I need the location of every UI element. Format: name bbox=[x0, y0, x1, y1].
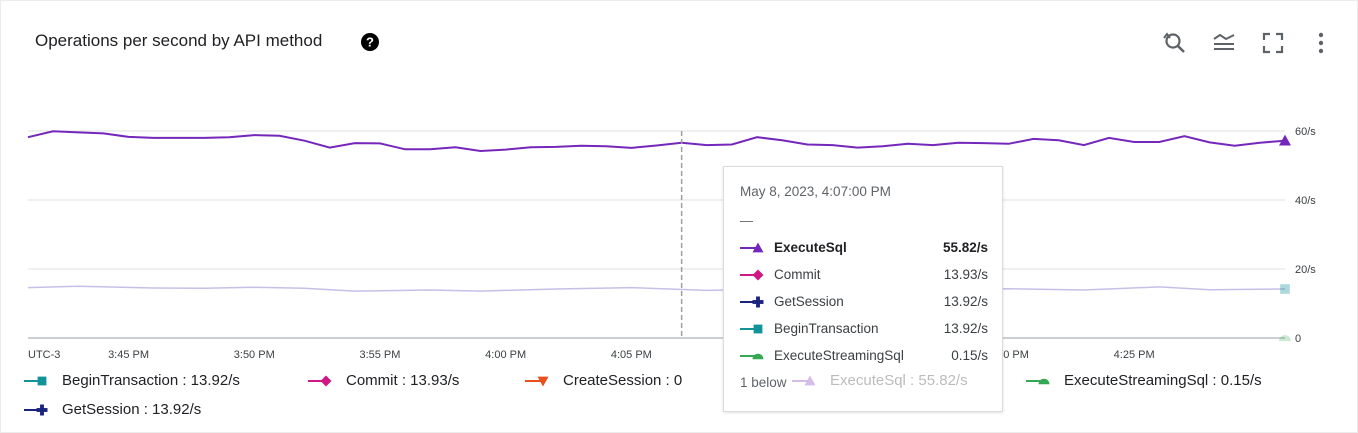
legend-label: ExecuteSql : 55.82/s bbox=[830, 372, 968, 389]
legend-label: ExecuteStreamingSql : 0.15/s bbox=[1064, 372, 1262, 389]
x-tick-label: 3:55 PM bbox=[359, 349, 400, 361]
tooltip-series-value: 55.82/s bbox=[942, 240, 988, 255]
legend-label: GetSession : 13.92/s bbox=[62, 401, 202, 418]
zoom-reset-icon[interactable] bbox=[1162, 30, 1188, 56]
svg-text:?: ? bbox=[366, 35, 374, 50]
x-tick-label: 3:45 PM bbox=[108, 349, 149, 361]
tooltip-series-name: GetSession bbox=[774, 294, 844, 309]
chart-title: Operations per second by API method bbox=[35, 31, 323, 50]
chart-tooltip: May 8, 2023, 4:07:00 PM — ExecuteSql 55.8… bbox=[723, 166, 1003, 412]
series-line-begintransaction[interactable] bbox=[27, 285, 1286, 292]
tooltip-series-value: 13.92/s bbox=[943, 294, 988, 309]
tooltip-series-value: 13.92/s bbox=[943, 321, 988, 336]
legend-label: Commit : 13.93/s bbox=[346, 372, 460, 389]
square-marker-icon bbox=[24, 376, 47, 386]
x-tick-label: 4:00 PM bbox=[485, 349, 526, 361]
tooltip-more-label: 1 below bbox=[740, 375, 787, 390]
y-tick-label: 20/s bbox=[1295, 264, 1316, 276]
fullscreen-icon[interactable] bbox=[1260, 30, 1286, 56]
plus-marker-icon bbox=[24, 404, 48, 416]
x-tick-label: 3:50 PM bbox=[234, 349, 275, 361]
help-circle-icon[interactable]: ? bbox=[361, 33, 379, 51]
plus-marker-icon bbox=[740, 296, 764, 308]
tooltip-row: BeginTransaction 13.92/s bbox=[738, 320, 988, 338]
half-circle-marker-icon bbox=[740, 353, 764, 360]
square-marker-icon bbox=[740, 324, 763, 334]
triangle-marker-icon bbox=[740, 242, 764, 253]
y-tick-label: 0 bbox=[1295, 333, 1301, 345]
tooltip-row: ExecuteStreamingSql 0.15/s bbox=[738, 347, 988, 365]
tooltip-series-value: 13.93/s bbox=[943, 267, 988, 282]
tooltip-row: ExecuteSql 55.82/s bbox=[738, 239, 988, 257]
y-tick-label: 60/s bbox=[1295, 126, 1316, 138]
legend-label: BeginTransaction : 13.92/s bbox=[62, 372, 240, 389]
series-end-marker-begintransaction bbox=[1280, 284, 1290, 294]
more-vert-icon[interactable] bbox=[1308, 30, 1334, 56]
triangle-down-marker-icon bbox=[525, 376, 549, 387]
tooltip-series-name: ExecuteSql bbox=[774, 240, 847, 255]
tooltip-row: GetSession 13.92/s bbox=[738, 293, 988, 311]
tooltip-series-name: Commit bbox=[774, 267, 821, 282]
tooltip-date: May 8, 2023, 4:07:00 PM bbox=[740, 184, 891, 199]
x-tick-label: 4:05 PM bbox=[611, 349, 652, 361]
triangle-marker-icon bbox=[792, 375, 816, 386]
legend-label: CreateSession : 0 bbox=[563, 372, 683, 389]
series-line-executesql[interactable] bbox=[27, 130, 1286, 153]
tooltip-row: Commit 13.93/s bbox=[738, 266, 988, 284]
y-tick-label: 40/s bbox=[1295, 195, 1316, 207]
tooltip-series-value: 0.15/s bbox=[951, 348, 988, 363]
series-end-marker-executestreamingsql bbox=[1279, 335, 1291, 342]
legend-toggle-icon[interactable] bbox=[1211, 30, 1237, 56]
half-circle-marker-icon bbox=[1026, 378, 1050, 385]
series-end-marker-executesql bbox=[1279, 134, 1291, 146]
tooltip-separator: — bbox=[740, 213, 753, 228]
tooltip-series-name: BeginTransaction bbox=[774, 321, 879, 336]
diamond-marker-icon bbox=[740, 269, 764, 281]
x-tick-label: 4:25 PM bbox=[1114, 349, 1155, 361]
tooltip-series-name: ExecuteStreamingSql bbox=[774, 348, 904, 363]
x-tick-label: UTC-3 bbox=[28, 349, 60, 361]
diamond-marker-icon bbox=[308, 375, 332, 387]
